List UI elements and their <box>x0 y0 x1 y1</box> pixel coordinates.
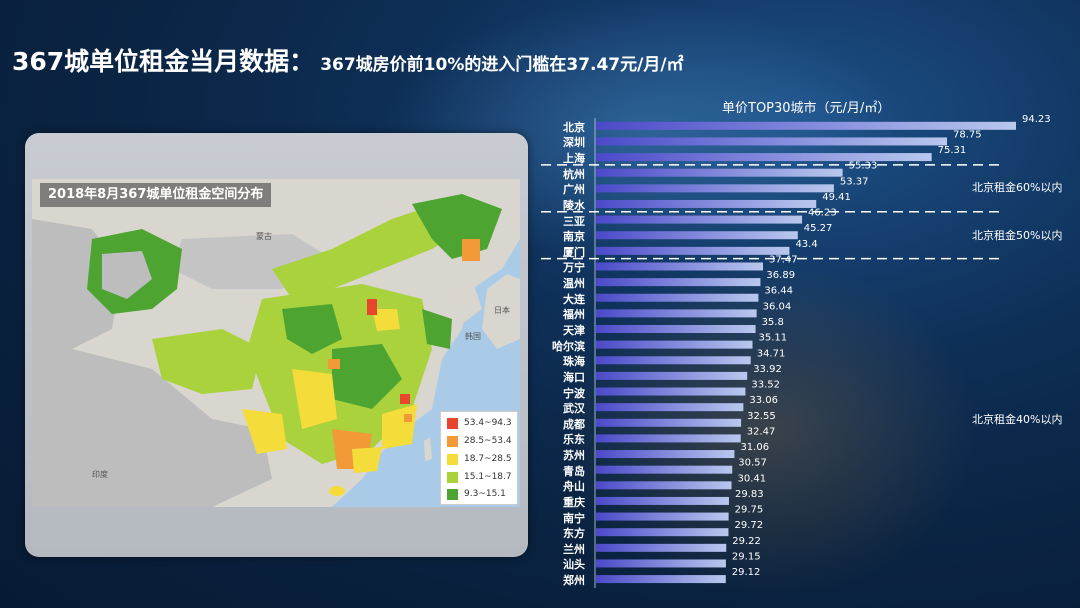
legend-label: 53.4~94.3 <box>464 418 512 428</box>
category-label: 南宁 <box>563 511 585 525</box>
map-legend: 53.4~94.3 28.5~53.4 18.7~28.5 15.1~18.7 … <box>440 411 518 505</box>
chart-annotation: 北京租金60%以内 <box>972 181 1063 194</box>
legend-label: 28.5~53.4 <box>464 436 512 446</box>
chart-title: 单价TOP30城市（元/月/㎡） <box>722 101 891 116</box>
title-main: 367城单位租金当月数据： <box>12 47 315 76</box>
category-label: 舟山 <box>563 480 585 494</box>
legend-swatch <box>447 435 458 447</box>
legend-item: 18.7~28.5 <box>447 452 512 466</box>
legend-item: 53.4~94.3 <box>447 416 512 430</box>
category-label: 珠海 <box>563 355 585 369</box>
map-panel: 2018年8月367城单位租金空间分布 蒙古 印度 韩国 日本 53.4~94.… <box>25 133 528 557</box>
category-label: 海口 <box>563 370 585 384</box>
category-label: 成都 <box>563 417 585 431</box>
category-label: 苏州 <box>563 449 585 463</box>
category-label: 温州 <box>563 277 585 291</box>
category-label: 深圳 <box>563 136 585 150</box>
category-label: 厦门 <box>563 245 585 259</box>
legend-label: 18.7~28.5 <box>464 454 512 464</box>
chart-annotation: 北京租金40%以内 <box>972 413 1063 426</box>
category-label: 哈尔滨 <box>552 339 585 353</box>
page-title: 367城单位租金当月数据： 367城房价前10%的进入门槛在37.47元/月/㎡ <box>12 42 684 78</box>
map-graphic <box>32 179 520 507</box>
legend-item: 15.1~18.7 <box>447 470 512 484</box>
map-place-label: 印度 <box>92 470 108 479</box>
category-label: 北京 <box>563 120 585 134</box>
category-label: 青岛 <box>563 464 585 478</box>
map-place-label: 韩国 <box>465 332 481 341</box>
category-label: 福州 <box>563 308 585 322</box>
legend-swatch <box>447 488 458 500</box>
title-subtitle: 367城房价前10%的进入门槛在37.47元/月/㎡ <box>320 55 684 75</box>
bar-value-label: 94.23 <box>1022 114 1051 125</box>
legend-item: 28.5~53.4 <box>447 434 512 448</box>
legend-label: 9.3~15.1 <box>464 489 506 499</box>
category-label: 广州 <box>563 183 585 197</box>
legend-swatch <box>447 471 458 483</box>
bar-value-label: 75.31 <box>938 145 967 156</box>
category-label: 天津 <box>563 324 585 337</box>
category-label: 万宁 <box>563 261 585 275</box>
category-label: 东方 <box>563 527 585 541</box>
china-rent-map: 2018年8月367城单位租金空间分布 蒙古 印度 韩国 日本 53.4~94.… <box>32 179 520 507</box>
category-label: 大连 <box>563 292 585 306</box>
map-place-label: 蒙古 <box>256 232 272 241</box>
category-label: 陵水 <box>563 198 585 212</box>
category-label: 三亚 <box>563 214 585 228</box>
category-label: 上海 <box>563 152 585 166</box>
legend-swatch <box>447 417 458 429</box>
category-label: 兰州 <box>563 542 585 556</box>
chart-annotation: 北京租金50%以内 <box>972 229 1063 242</box>
category-label: 宁波 <box>563 386 585 400</box>
category-label: 武汉 <box>563 402 585 416</box>
category-label: 汕头 <box>563 558 585 572</box>
map-place-label: 日本 <box>494 306 510 315</box>
category-label: 杭州 <box>563 167 585 181</box>
category-label: 郑州 <box>563 574 585 588</box>
bar-value-label: 78.75 <box>953 129 982 140</box>
category-label: 南京 <box>563 230 585 244</box>
category-label: 重庆 <box>563 495 585 509</box>
map-caption: 2018年8月367城单位租金空间分布 <box>40 183 272 207</box>
legend-item: 9.3~15.1 <box>447 487 506 501</box>
legend-swatch <box>447 453 458 465</box>
background-glow <box>560 260 980 600</box>
category-label: 乐东 <box>563 433 585 447</box>
legend-label: 15.1~18.7 <box>464 472 512 482</box>
